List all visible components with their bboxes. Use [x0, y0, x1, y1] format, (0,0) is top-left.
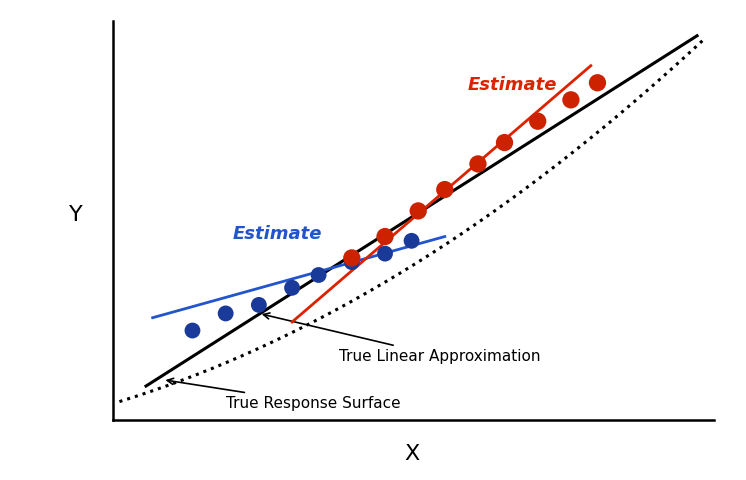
Point	[413, 207, 424, 215]
Text: True Linear Approximation: True Linear Approximation	[263, 313, 540, 364]
Text: Estimate: Estimate	[232, 226, 322, 243]
Point	[379, 233, 391, 240]
Point	[286, 284, 298, 292]
Text: Estimate: Estimate	[468, 76, 557, 94]
Point	[346, 254, 358, 262]
Point	[220, 310, 232, 317]
Point	[186, 327, 198, 335]
Point	[253, 301, 265, 309]
Point	[592, 79, 604, 86]
Text: True Response Surface: True Response Surface	[167, 378, 401, 411]
Point	[346, 258, 358, 266]
Point	[565, 96, 577, 104]
Point	[379, 250, 391, 257]
Point	[498, 139, 510, 146]
Point	[313, 271, 325, 279]
Point	[406, 237, 418, 245]
Point	[472, 160, 484, 168]
Point	[439, 186, 451, 193]
Point	[532, 118, 544, 125]
Text: Y: Y	[69, 205, 83, 225]
Text: X: X	[404, 444, 419, 464]
